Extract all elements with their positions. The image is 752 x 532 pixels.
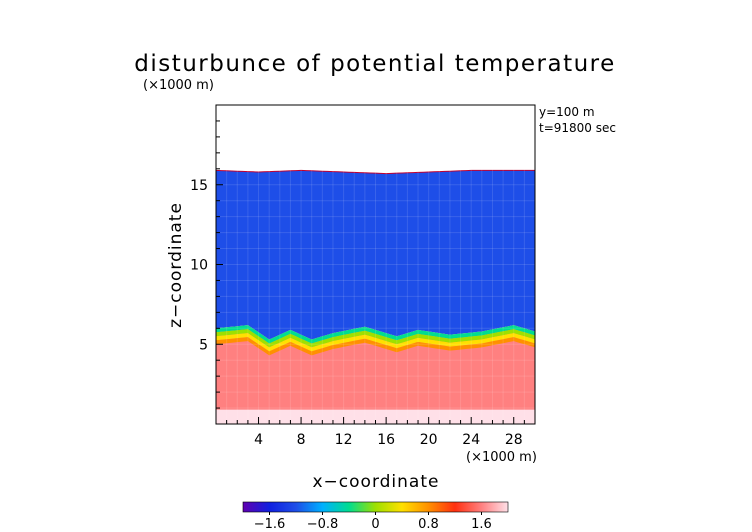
colorbar-fill bbox=[242, 501, 509, 513]
y-axis-ticks: 5 10 15 bbox=[190, 120, 223, 409]
y-tick-label: 10 bbox=[190, 258, 208, 274]
x-unit-label: (×1000 m) bbox=[466, 450, 537, 465]
x-tick-label: 28 bbox=[505, 432, 523, 448]
x-tick-label: 24 bbox=[462, 432, 480, 448]
plot-field bbox=[216, 169, 535, 424]
annotations: y=100 m t=91800 sec bbox=[539, 105, 616, 135]
chart-title: disturbunce of potential temperature bbox=[134, 51, 616, 77]
y-unit-label: (×1000 m) bbox=[143, 78, 214, 93]
field-gridlines bbox=[216, 105, 535, 424]
y-tick-label: 5 bbox=[199, 337, 208, 353]
x-tick-label: 12 bbox=[335, 432, 353, 448]
x-tick-label: 16 bbox=[377, 432, 395, 448]
front-band bbox=[216, 329, 535, 348]
front-band bbox=[216, 337, 535, 356]
surface-layer bbox=[216, 409, 535, 424]
x-tick-label: 4 bbox=[254, 432, 263, 448]
y-tick-label: 15 bbox=[190, 178, 208, 194]
colorbar-tick-label: 1.6 bbox=[471, 517, 492, 532]
colorbar-tick-label: 0.8 bbox=[418, 517, 439, 532]
y-axis-label: z−coordinate bbox=[166, 202, 186, 328]
colorbar-ticks: −1.6 −0.8 0 0.8 1.6 bbox=[254, 512, 492, 532]
domain-top-line bbox=[216, 169, 535, 175]
x-axis-ticks: 4 8 12 16 20 24 28 bbox=[226, 417, 525, 448]
colorbar-tick-label: −1.6 bbox=[254, 517, 286, 532]
x-tick-label: 20 bbox=[420, 432, 438, 448]
x-axis-label: x−coordinate bbox=[313, 472, 440, 492]
annotation-y: y=100 m bbox=[539, 105, 595, 119]
annotation-time: t=91800 sec bbox=[539, 121, 616, 135]
colorbar-tick-label: 0 bbox=[371, 517, 379, 532]
front-band bbox=[216, 333, 535, 352]
region-upper bbox=[216, 170, 535, 340]
front-band bbox=[216, 325, 535, 344]
colorbar-tick-label: −0.8 bbox=[307, 517, 339, 532]
warm-core-band bbox=[216, 369, 535, 404]
x-tick-label: 8 bbox=[297, 432, 306, 448]
colorbar: −1.6 −0.8 0 0.8 1.6 bbox=[242, 501, 509, 532]
